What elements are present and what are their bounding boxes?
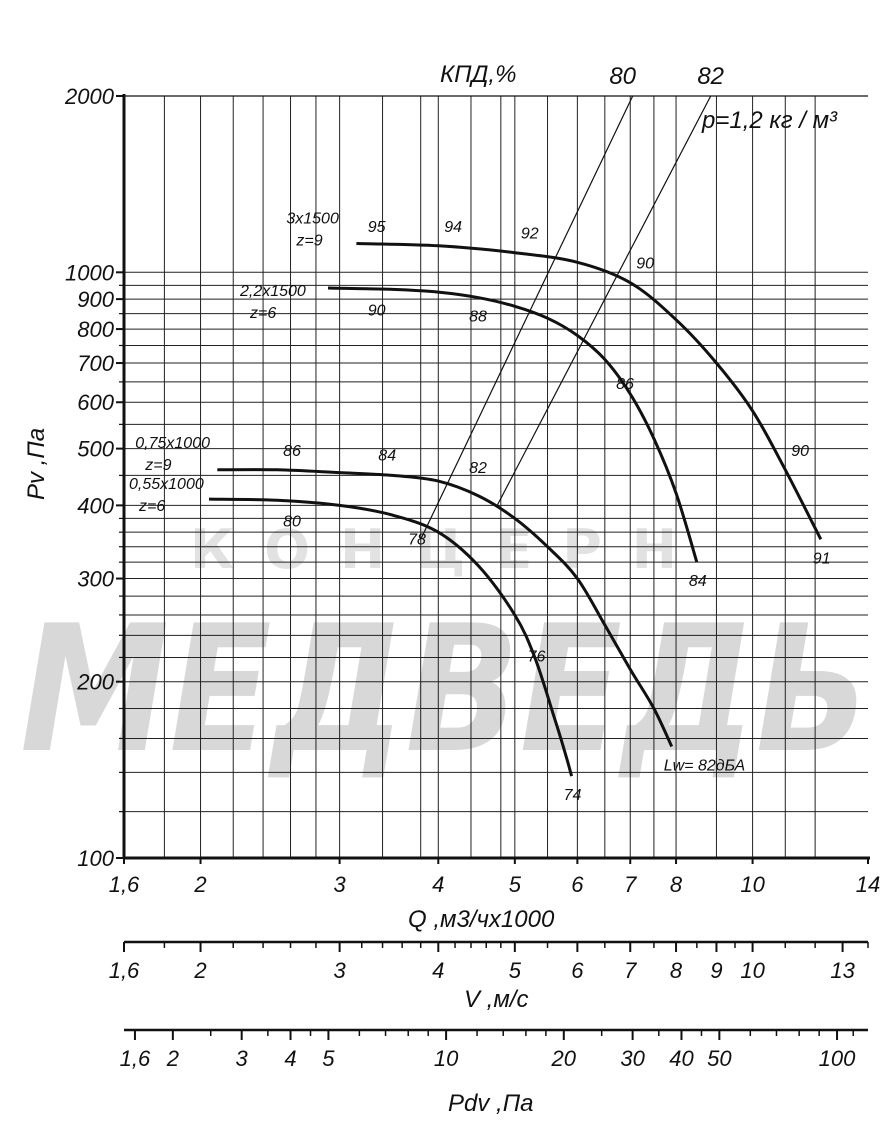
- series-name-label: 0,55х1000: [129, 476, 204, 493]
- efficiency-point-label: 90: [791, 443, 809, 460]
- x-tick-label: 10: [740, 872, 765, 897]
- secondary-tick-label: 9: [710, 958, 722, 983]
- efficiency-point-label: 94: [444, 219, 462, 236]
- secondary-tick-label: 6: [571, 958, 584, 983]
- series-name-label: z=9: [144, 457, 171, 474]
- efficiency-point-label: 84: [378, 447, 396, 464]
- series-curve: [327, 286, 699, 563]
- series-name-label: z=9: [295, 232, 322, 249]
- y-tick-label: 200: [76, 670, 114, 695]
- efficiency-line-label: 82: [697, 63, 724, 90]
- series-name-label: 3х1500: [286, 210, 339, 227]
- axis-ticks: 1,6 2 3 4 5 6 7 8 10 1410020030040050060070080090…: [64, 84, 880, 897]
- secondary-tick-label: 5: [509, 958, 522, 983]
- secondary-tick-label: 2: [166, 1046, 179, 1071]
- x-axis-label: Q ,м3/чх1000: [408, 906, 555, 933]
- secondary-tick-label: 5: [322, 1046, 335, 1071]
- series-end-label: 74: [564, 787, 582, 804]
- efficiency-point-label: 86: [616, 376, 634, 393]
- secondary-tick-label: 8: [670, 958, 683, 983]
- efficiency-line-label: 80: [609, 63, 636, 90]
- grid: [124, 96, 868, 858]
- efficiency-point-label: 76: [528, 648, 546, 665]
- efficiency-point-label: 95: [368, 219, 386, 236]
- efficiency-point-label: 86: [283, 443, 301, 460]
- secondary-tick-label: 3: [236, 1046, 249, 1071]
- secondary-tick-label: 40: [669, 1046, 694, 1071]
- y-tick-label: 500: [77, 437, 114, 462]
- secondary-tick-label: 10: [434, 1046, 459, 1071]
- secondary-tick-label: 50: [707, 1046, 732, 1071]
- x-tick-label: 6: [571, 872, 584, 897]
- x-tick-label: 5: [509, 872, 522, 897]
- y-tick-label: 600: [77, 390, 114, 415]
- y-tick-label: 800: [77, 317, 114, 342]
- x-tick-label: 14: [856, 872, 880, 897]
- efficiency-point-label: 82: [469, 460, 487, 477]
- efficiency-point-label: 90: [368, 302, 386, 319]
- series-name-label: z=6: [138, 498, 165, 515]
- series-curve: [217, 468, 674, 748]
- secondary-tick-label: 4: [432, 958, 444, 983]
- y-tick-label: 400: [77, 493, 114, 518]
- x-tick-label: 4: [432, 872, 444, 897]
- watermark-brand-line1: КОНЦЕРН: [190, 518, 707, 581]
- series-name-label: 2,2х1500: [239, 283, 306, 300]
- secondary-tick-label: 7: [624, 958, 637, 983]
- secondary-tick-label: 3: [333, 958, 346, 983]
- efficiency-point-label: 92: [521, 226, 539, 243]
- secondary-tick-label: 100: [819, 1046, 856, 1071]
- dynamic-pressure-axis-label: Pdv ,Па: [448, 1090, 533, 1117]
- secondary-tick-label: 10: [740, 958, 765, 983]
- secondary-tick-label: 1,6: [109, 958, 140, 983]
- watermark-brand-line2: МЕДВЕДЬ: [20, 589, 870, 792]
- density-note: р=1,2 кг / м³: [701, 107, 838, 134]
- series-curve: [208, 497, 574, 777]
- y-axis-label: Pv ,Па: [23, 428, 50, 500]
- series-end-label: 84: [689, 573, 707, 590]
- y-tick-label: 900: [77, 287, 114, 312]
- y-tick-label: 700: [77, 351, 114, 376]
- series-name-label: 0,75х1000: [135, 435, 210, 452]
- secondary-tick-label: 1,6: [120, 1046, 151, 1071]
- performance-curves: [208, 242, 823, 777]
- efficiency-point-label: 78: [408, 531, 426, 548]
- y-tick-label: 1000: [65, 260, 115, 285]
- efficiency-point-label: 80: [283, 513, 301, 530]
- secondary-tick-label: 4: [284, 1046, 296, 1071]
- series-end-label: Lw= 82дБА: [664, 758, 745, 775]
- x-tick-label: 8: [670, 872, 683, 897]
- chart-title: КПД,%: [440, 61, 516, 88]
- curve-labels: 3х1500 z=9 95 94 92 90 90 91 2,2х1500 z=6 90 88 86 84…: [129, 210, 831, 804]
- x-tick-label: 7: [624, 872, 637, 897]
- watermark: КОНЦЕРН МЕДВЕДЬ: [20, 518, 870, 792]
- efficiency-line: [420, 95, 634, 540]
- secondary-tick-label: 2: [193, 958, 206, 983]
- secondary-tick-label: 13: [830, 958, 855, 983]
- x-tick-label: 3: [333, 872, 346, 897]
- efficiency-point-label: 88: [469, 309, 487, 326]
- velocity-axis-label: V ,м/с: [464, 986, 528, 1013]
- efficiency-lines: 80 82: [420, 63, 724, 540]
- secondary-tick-label: 30: [620, 1046, 645, 1071]
- series-end-label: 91: [813, 550, 831, 567]
- efficiency-point-label: 90: [636, 256, 654, 273]
- efficiency-line: [496, 95, 712, 506]
- y-tick-label: 100: [77, 846, 114, 871]
- series-curve: [356, 242, 823, 540]
- y-tick-label: 300: [77, 567, 114, 592]
- series-name-label: z=6: [249, 305, 276, 322]
- secondary-axes: 1,6 2 3 4 5 6 7 8 9 10 13 1,6 2 3 4 5 10 20 30 40 50 100: [109, 940, 869, 1071]
- x-tick-label: 2: [193, 872, 206, 897]
- y-tick-label: 2000: [64, 84, 115, 109]
- x-tick-label: 1,6: [109, 872, 140, 897]
- secondary-tick-label: 20: [551, 1046, 577, 1071]
